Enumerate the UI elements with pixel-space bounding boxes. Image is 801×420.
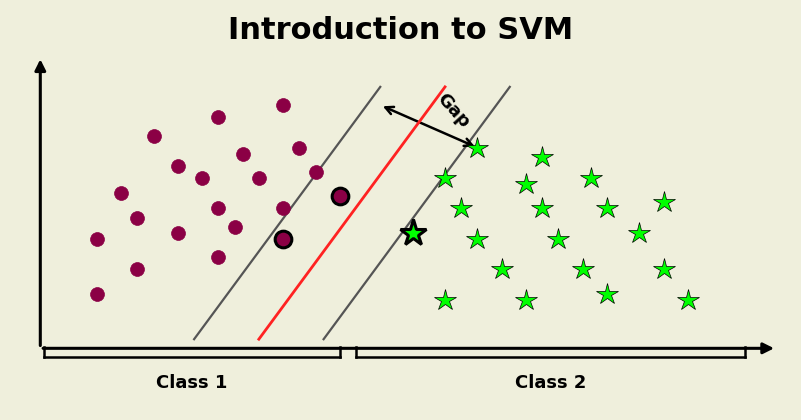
Text: Gap: Gap (433, 90, 473, 132)
Title: Introduction to SVM: Introduction to SVM (227, 16, 574, 45)
Text: Class 2: Class 2 (514, 374, 586, 392)
Text: Class 1: Class 1 (156, 374, 227, 392)
